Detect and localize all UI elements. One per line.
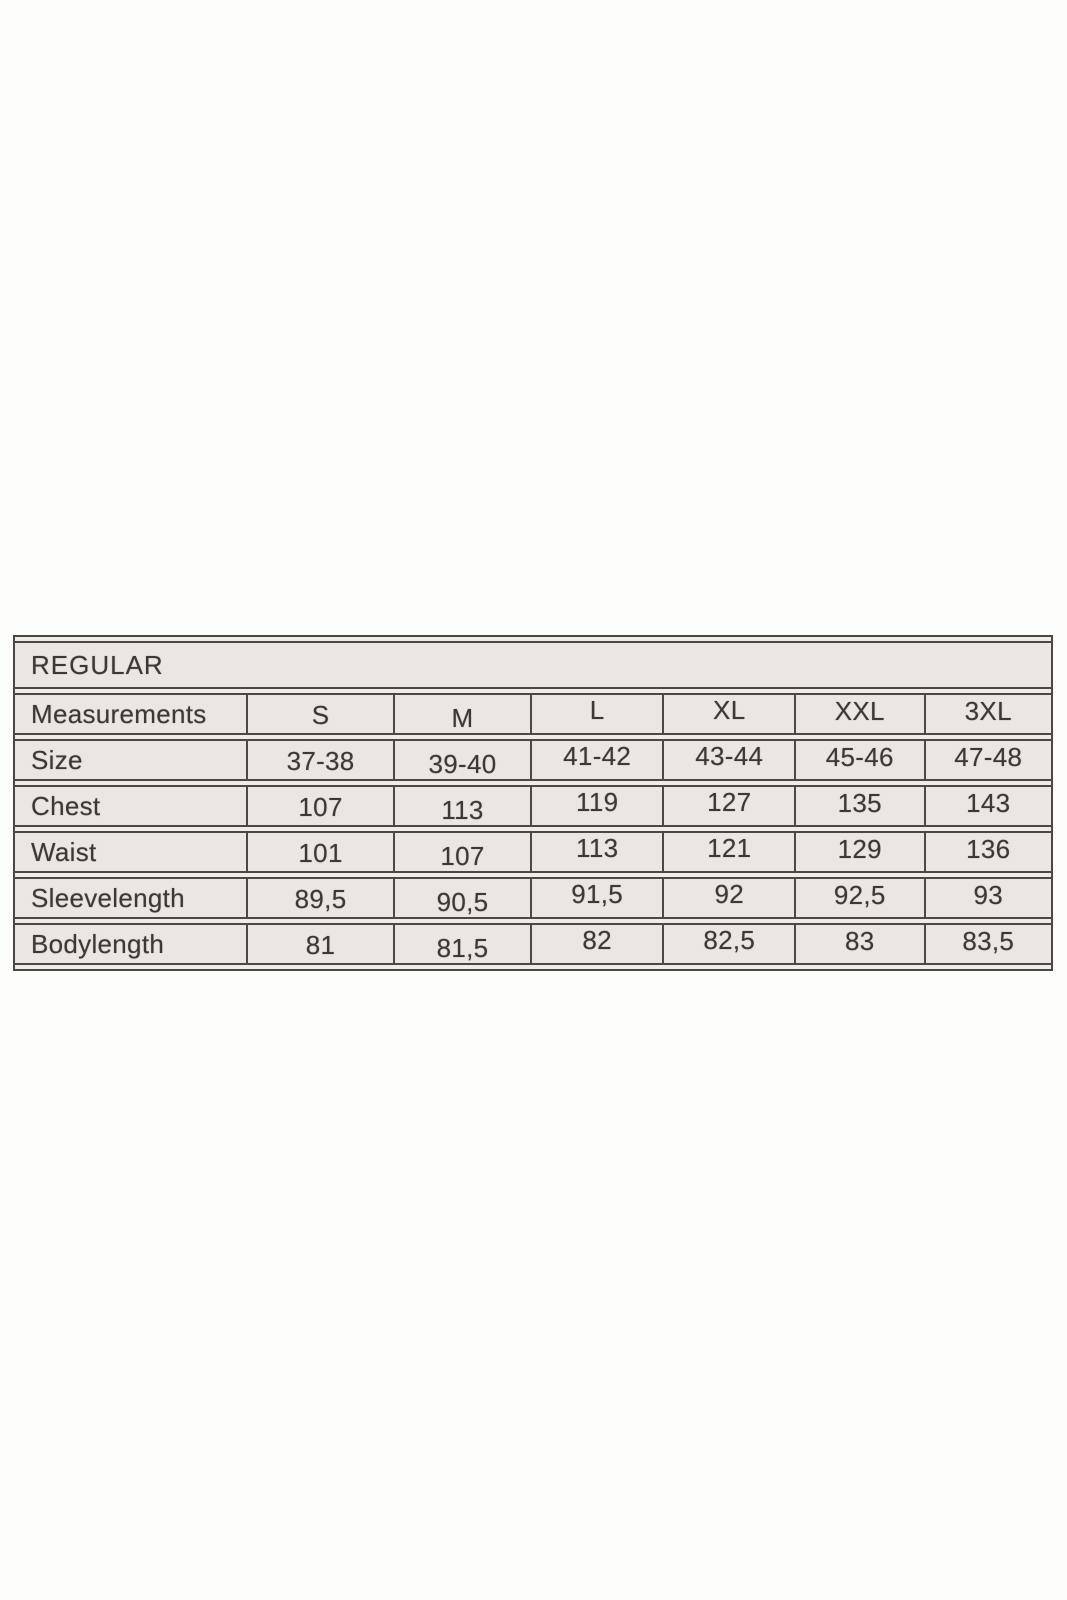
header-size-label: S: [311, 699, 330, 730]
cell-waist-s: 101: [246, 831, 394, 873]
size-chart-table: REGULAR Measurements S M L XL XXL 3XL Size 37-…: [13, 635, 1053, 971]
cell-chest-s: 107: [246, 785, 394, 827]
cell-value: 41-42: [563, 740, 632, 771]
cell-value: 107: [440, 840, 485, 871]
row-label-size: Size: [15, 739, 247, 781]
cell-value: 43-44: [695, 740, 764, 771]
header-size-xxl: XXL: [794, 693, 924, 735]
cell-size-s: 37-38: [246, 739, 394, 781]
header-size-s: S: [246, 693, 394, 735]
cell-value: 81,5: [436, 932, 489, 963]
cell-value: 92: [714, 878, 745, 909]
cell-waist-m: 107: [393, 831, 530, 873]
cell-value: 90,5: [436, 886, 489, 917]
cell-waist-3xl: 136: [923, 831, 1051, 873]
cell-waist-xxl: 129: [794, 831, 924, 873]
cell-waist-xl: 121: [662, 831, 795, 873]
cell-value: 119: [575, 786, 619, 817]
cell-sleevelength-s: 89,5: [246, 877, 394, 919]
cell-value: 47-48: [954, 741, 1023, 772]
cell-value: 83,5: [962, 925, 1015, 956]
header-size-xl: XL: [662, 693, 795, 735]
cell-sleevelength-m: 90,5: [393, 877, 530, 919]
cell-value: 101: [298, 837, 343, 868]
table-title: REGULAR: [15, 641, 1051, 689]
row-label-chest: Chest: [15, 785, 247, 827]
header-size-label: 3XL: [964, 695, 1012, 726]
cell-value: 83: [845, 925, 875, 956]
cell-bodylength-m: 81,5: [393, 923, 530, 965]
cell-size-xl: 43-44: [662, 739, 795, 781]
header-size-l: L: [529, 693, 663, 735]
cell-bodylength-s: 81: [246, 923, 394, 965]
cell-value: 81: [305, 929, 336, 960]
cell-size-m: 39-40: [393, 739, 530, 781]
header-size-label: XL: [713, 694, 746, 725]
cell-bodylength-3xl: 83,5: [923, 923, 1051, 965]
cell-chest-xl: 127: [662, 785, 795, 827]
row-label-bodylength: Bodylength: [15, 923, 247, 965]
header-size-m: M: [393, 693, 530, 735]
cell-value: 91,5: [571, 878, 624, 909]
cell-bodylength-l: 82: [529, 923, 663, 965]
cell-value: 127: [707, 786, 752, 817]
cell-value: 113: [575, 832, 619, 863]
header-row: Measurements S M L XL XXL 3XL: [15, 693, 1051, 735]
cell-value: 107: [298, 791, 343, 822]
header-size-label: L: [589, 694, 605, 725]
cell-chest-xxl: 135: [794, 785, 924, 827]
measurement-row-sleevelength: Sleevelength 89,5 90,5 91,5 92 92,5 93: [15, 877, 1051, 919]
cell-bodylength-xxl: 83: [794, 923, 924, 965]
cell-value: 82,5: [703, 924, 756, 955]
cell-value: 135: [837, 787, 882, 818]
cell-waist-l: 113: [529, 831, 663, 873]
cell-sleevelength-xxl: 92,5: [794, 877, 924, 919]
cell-value: 129: [837, 833, 882, 864]
cell-sleevelength-xl: 92: [662, 877, 795, 919]
row-label-sleevelength: Sleevelength: [15, 877, 247, 919]
measurement-row-waist: Waist 101 107 113 121 129 136: [15, 831, 1051, 873]
cell-value: 92,5: [833, 879, 886, 910]
cell-chest-3xl: 143: [923, 785, 1051, 827]
cell-value: 82: [582, 924, 612, 955]
cell-value: 136: [966, 833, 1011, 864]
header-size-label: XXL: [834, 695, 885, 726]
header-size-3xl: 3XL: [923, 693, 1051, 735]
measurement-row-size: Size 37-38 39-40 41-42 43-44 45-46 47-48: [15, 739, 1051, 781]
header-measurements-label: Measurements: [15, 693, 247, 735]
cell-value: 89,5: [294, 883, 347, 914]
cell-value: 143: [966, 787, 1011, 818]
cell-value: 113: [441, 794, 484, 825]
row-label-waist: Waist: [15, 831, 247, 873]
cell-value: 45-46: [825, 741, 894, 772]
measurement-row-bodylength: Bodylength 81 81,5 82 82,5 83 83,5: [15, 923, 1051, 965]
cell-value: 93: [973, 879, 1004, 910]
cell-chest-m: 113: [393, 785, 530, 827]
cell-value: 37-38: [286, 745, 355, 776]
cell-value: 121: [707, 832, 752, 863]
cell-bodylength-xl: 82,5: [662, 923, 795, 965]
header-size-label: M: [451, 702, 474, 733]
cell-size-l: 41-42: [529, 739, 663, 781]
cell-size-xxl: 45-46: [794, 739, 924, 781]
cell-value: 39-40: [428, 748, 497, 779]
cell-chest-l: 119: [529, 785, 663, 827]
cell-sleevelength-l: 91,5: [529, 877, 663, 919]
cell-size-3xl: 47-48: [923, 739, 1051, 781]
measurement-row-chest: Chest 107 113 119 127 135 143: [15, 785, 1051, 827]
cell-sleevelength-3xl: 93: [923, 877, 1051, 919]
title-row: REGULAR: [15, 641, 1051, 689]
